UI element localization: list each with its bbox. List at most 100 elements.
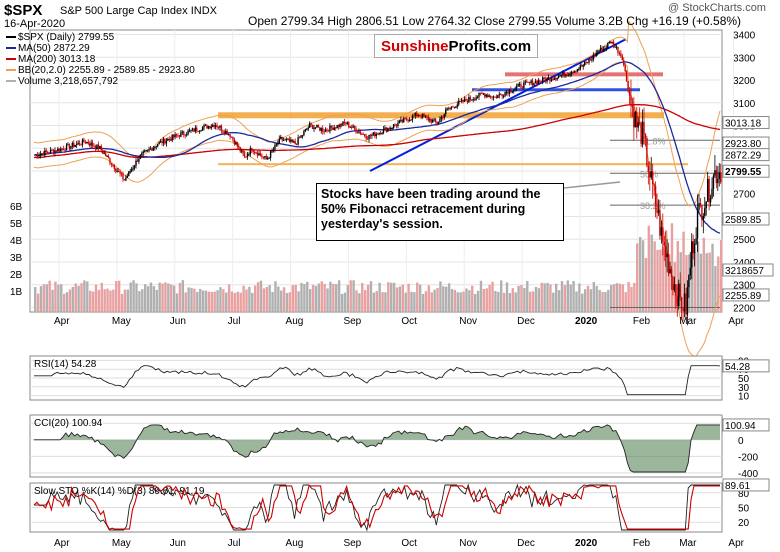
candle-body bbox=[711, 188, 713, 199]
candle-body bbox=[505, 91, 508, 93]
candle-body bbox=[473, 99, 476, 101]
volume-bar bbox=[317, 283, 321, 312]
candle-body bbox=[543, 77, 545, 80]
price-tag-box bbox=[722, 288, 770, 302]
volume-bar bbox=[650, 234, 653, 312]
volume-bar bbox=[291, 285, 295, 312]
candle-body bbox=[348, 122, 350, 127]
stochastic-x-axis-label: 2020 bbox=[575, 538, 598, 549]
candle-body bbox=[175, 134, 178, 136]
volume-bar bbox=[416, 282, 419, 312]
volume-bar bbox=[401, 284, 405, 312]
volume-bar bbox=[277, 286, 280, 312]
candle-body bbox=[623, 60, 625, 66]
candle-body bbox=[712, 175, 715, 189]
candle-body bbox=[390, 127, 392, 130]
stochastic-x-axis-label: Sep bbox=[343, 538, 361, 549]
legend-volume: Volume 3,218,657,792 bbox=[6, 76, 195, 87]
volume-bar bbox=[653, 241, 656, 312]
candle-body bbox=[583, 61, 586, 66]
volume-bar bbox=[598, 289, 601, 312]
volume-bar bbox=[421, 293, 425, 312]
candle-body bbox=[271, 150, 273, 152]
volume-bar bbox=[77, 285, 80, 312]
candle-body bbox=[656, 205, 658, 213]
candle-body bbox=[533, 83, 535, 86]
candle-body bbox=[47, 151, 49, 153]
candle-body bbox=[155, 146, 157, 148]
candle-body bbox=[433, 119, 435, 121]
candle-body bbox=[556, 77, 558, 80]
candle-body bbox=[586, 61, 589, 63]
volume-bar bbox=[714, 266, 717, 312]
stochastic-x-axis-label: Dec bbox=[517, 538, 535, 549]
candle-body bbox=[112, 164, 114, 166]
candle-body bbox=[679, 283, 681, 298]
candle-body bbox=[333, 127, 335, 130]
candle-body bbox=[507, 91, 509, 94]
volume-bar bbox=[514, 292, 517, 312]
candle-body bbox=[171, 134, 173, 141]
candle-body bbox=[138, 158, 140, 162]
volume-bar bbox=[624, 292, 627, 312]
candle-body bbox=[277, 143, 279, 145]
volume-bar bbox=[676, 241, 679, 312]
candle-body bbox=[110, 163, 113, 165]
volume-bar bbox=[251, 292, 254, 312]
candle-body bbox=[60, 148, 62, 152]
candle-body bbox=[453, 107, 456, 109]
volume-bar bbox=[610, 285, 613, 312]
candle-body bbox=[440, 117, 443, 120]
volume-bar bbox=[361, 282, 364, 312]
price-tick-label: 2700 bbox=[733, 190, 756, 201]
candle-body bbox=[297, 137, 299, 145]
candle-body bbox=[405, 118, 408, 121]
cci-tick-label: 0 bbox=[738, 436, 744, 447]
volume-bar bbox=[62, 293, 66, 312]
candle-body bbox=[125, 177, 127, 181]
candle-body bbox=[547, 77, 550, 79]
candle-body bbox=[68, 144, 71, 149]
candle-body bbox=[476, 96, 479, 98]
candle-body bbox=[678, 283, 680, 307]
candle-body bbox=[346, 122, 349, 124]
x-axis-label: Dec bbox=[517, 316, 535, 327]
candle-body bbox=[49, 149, 52, 153]
volume-bar bbox=[413, 292, 416, 312]
volume-tick-label: 4B bbox=[10, 236, 23, 247]
candle-body bbox=[280, 136, 282, 139]
candle-body bbox=[222, 130, 224, 132]
stochastic-tag-box bbox=[722, 478, 770, 492]
volume-bar bbox=[143, 284, 147, 312]
candle-body bbox=[608, 41, 610, 44]
candle-body bbox=[395, 125, 398, 127]
volume-bar bbox=[332, 283, 335, 312]
volume-bar bbox=[647, 225, 651, 312]
candle-body bbox=[421, 113, 424, 118]
candle-body bbox=[410, 119, 412, 121]
volume-bar bbox=[372, 292, 376, 312]
candle-body bbox=[322, 128, 324, 132]
candle-body bbox=[429, 119, 431, 121]
volume-bar bbox=[685, 255, 688, 312]
candle-body bbox=[659, 210, 661, 236]
volume-bar bbox=[352, 280, 355, 312]
candle-body bbox=[537, 80, 540, 84]
legend-ma50: MA(50) 2872.29 bbox=[6, 43, 195, 54]
candle-body bbox=[682, 309, 684, 312]
candle-body bbox=[365, 136, 367, 139]
volume-bar bbox=[543, 283, 546, 312]
volume-bar bbox=[288, 292, 292, 312]
stochastic-tag-label: 89.61 bbox=[725, 481, 750, 492]
candle-body bbox=[90, 142, 92, 146]
candle-body bbox=[692, 241, 694, 254]
candle-body bbox=[285, 139, 288, 141]
candle-body bbox=[546, 78, 548, 82]
candle-body bbox=[579, 65, 582, 69]
ohlc-summary: Open 2799.34 High 2806.51 Low 2764.32 Cl… bbox=[248, 14, 742, 28]
candle-body bbox=[311, 124, 314, 129]
candle-body bbox=[258, 153, 260, 156]
candle-body bbox=[478, 92, 480, 97]
candle-body bbox=[352, 125, 354, 128]
volume-bar bbox=[427, 285, 431, 312]
